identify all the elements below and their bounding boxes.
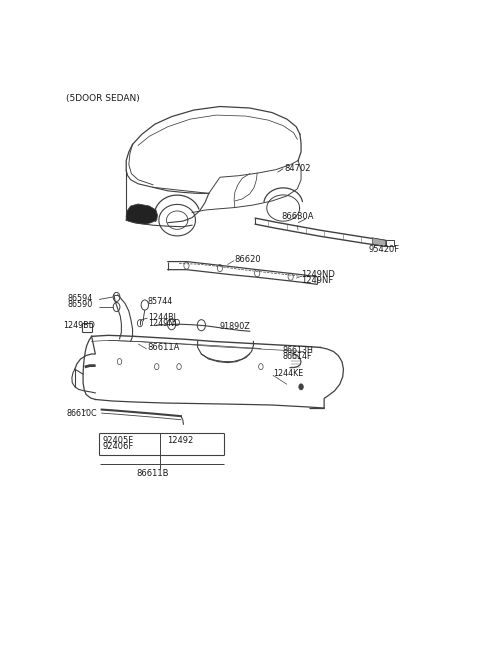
Text: 1249NF: 1249NF: [300, 276, 333, 285]
Text: 95420F: 95420F: [368, 245, 399, 254]
Text: 92406F: 92406F: [103, 442, 134, 451]
Text: 1244BJ: 1244BJ: [148, 313, 177, 321]
Text: 86614F: 86614F: [282, 352, 312, 361]
Text: 86610C: 86610C: [67, 409, 97, 418]
Text: 91890Z: 91890Z: [220, 321, 251, 331]
Text: 86611B: 86611B: [136, 469, 169, 478]
Text: 1249ND: 1249ND: [300, 270, 335, 279]
Text: 84702: 84702: [284, 164, 311, 173]
Text: 1249ND: 1249ND: [148, 319, 181, 328]
Text: 1249BD: 1249BD: [63, 321, 95, 330]
Bar: [385, 240, 394, 247]
Text: 86594: 86594: [67, 294, 93, 303]
Polygon shape: [372, 238, 385, 247]
Circle shape: [299, 384, 303, 390]
Text: 85744: 85744: [147, 297, 173, 306]
Text: 1244KE: 1244KE: [273, 369, 303, 379]
Text: (5DOOR SEDAN): (5DOOR SEDAN): [66, 94, 139, 103]
Text: 92405F: 92405F: [103, 436, 134, 445]
Polygon shape: [126, 204, 157, 224]
Text: 86630A: 86630A: [281, 212, 314, 220]
Text: 86590: 86590: [67, 300, 93, 309]
Text: 86613H: 86613H: [282, 346, 313, 355]
Text: 86611A: 86611A: [147, 343, 180, 352]
Text: 86620: 86620: [234, 255, 261, 264]
Text: 12492: 12492: [167, 436, 193, 445]
